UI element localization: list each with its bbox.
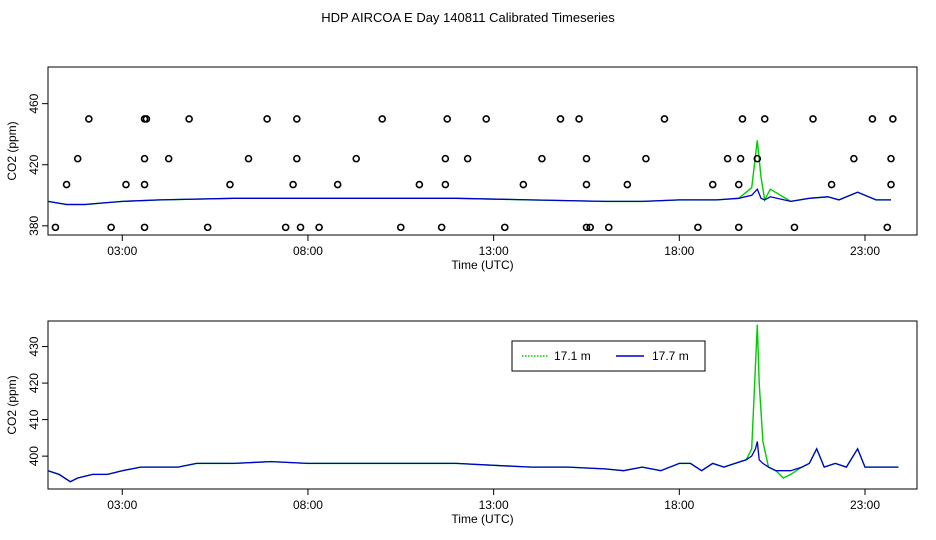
data-point <box>296 223 305 232</box>
x-tick-label: 13:00 <box>479 498 509 512</box>
legend-label-1: 17.1 m <box>554 349 591 363</box>
data-point <box>333 180 342 189</box>
y-tick-label: 410 <box>27 409 41 429</box>
y-tick-label: 460 <box>27 93 41 113</box>
x-axis-label: Time (UTC) <box>451 258 513 272</box>
data-point <box>62 180 71 189</box>
data-point <box>736 154 745 163</box>
series-line-17-1-m <box>48 140 891 206</box>
page-title: HDP AIRCOA E Day 140811 Calibrated Times… <box>321 10 615 25</box>
x-tick-label: 08:00 <box>293 498 323 512</box>
x-axis-label: Time (UTC) <box>451 512 513 526</box>
data-point <box>203 223 212 232</box>
data-point <box>107 223 115 232</box>
data-point <box>582 154 591 163</box>
data-point <box>538 154 546 163</box>
y-axis-label: CO2 (ppm) <box>5 375 19 434</box>
data-point <box>140 154 149 163</box>
data-point <box>734 223 743 232</box>
data-point <box>263 115 271 123</box>
data-point <box>415 180 424 189</box>
data-point <box>575 115 583 123</box>
data-point <box>582 180 591 189</box>
data-point <box>868 115 877 123</box>
data-point <box>790 223 799 232</box>
y-tick-label: 430 <box>27 336 41 356</box>
data-point <box>708 180 717 189</box>
x-tick-label: 13:00 <box>479 244 509 258</box>
data-point <box>140 180 149 189</box>
panel-2: 03:00 08:00 13:00 18:00 23:00 400 410 420 430 Tim… <box>5 320 918 526</box>
data-point <box>289 180 297 189</box>
x-tick-label: 03:00 <box>107 498 137 512</box>
data-point <box>437 223 446 232</box>
data-point <box>463 154 472 163</box>
data-point <box>887 180 895 189</box>
data-point <box>586 223 594 232</box>
data-point <box>753 154 762 163</box>
y-tick-label: 420 <box>27 154 41 174</box>
data-point <box>623 180 632 189</box>
data-point <box>226 180 234 189</box>
x-tick-label: 03:00 <box>107 244 137 258</box>
data-point <box>734 180 743 189</box>
data-point <box>441 180 450 189</box>
legend-label-2: 17.7 m <box>652 349 689 363</box>
data-point <box>142 115 151 123</box>
data-point <box>889 115 897 123</box>
x-tick-label: 08:00 <box>293 244 323 258</box>
data-point <box>352 154 361 163</box>
x-tick-label: 23:00 <box>850 498 880 512</box>
data-point <box>315 223 323 232</box>
plot-frame <box>47 320 918 490</box>
data-point <box>51 223 60 232</box>
y-tick-label: 380 <box>27 216 41 236</box>
data-point <box>185 115 193 123</box>
data-point <box>164 154 173 163</box>
data-point <box>293 154 301 163</box>
series-line-17-1-m <box>48 324 899 483</box>
data-point <box>482 115 491 123</box>
data-point <box>281 223 290 232</box>
series-line-17-7-m <box>48 441 899 483</box>
plot-frame <box>47 66 918 236</box>
data-point <box>883 223 892 232</box>
data-point <box>660 115 669 123</box>
data-point <box>556 115 565 123</box>
data-point <box>73 154 82 163</box>
data-point <box>723 154 732 163</box>
data-point <box>519 180 528 189</box>
panel-1: 03:00 08:00 13:00 18:00 23:00 380 420 460 Time (… <box>5 66 918 272</box>
data-point <box>500 223 509 232</box>
data-point <box>244 154 253 163</box>
data-point <box>293 115 301 123</box>
data-point <box>378 115 387 123</box>
data-point <box>809 115 817 123</box>
data-point <box>443 115 452 123</box>
data-point <box>140 223 149 232</box>
y-axis-label: CO2 (ppm) <box>5 121 19 180</box>
data-point <box>396 223 405 232</box>
y-tick-label: 400 <box>27 446 41 466</box>
data-point <box>122 180 130 189</box>
x-tick-label: 23:00 <box>850 244 880 258</box>
data-point <box>827 180 836 189</box>
data-point <box>760 115 769 123</box>
x-tick-label: 18:00 <box>664 244 694 258</box>
data-point <box>85 115 93 123</box>
data-point <box>887 154 895 163</box>
series-line-17-7-m <box>48 188 891 206</box>
y-tick-label: 420 <box>27 373 41 393</box>
data-point <box>604 223 613 232</box>
data-point <box>642 154 650 163</box>
data-point <box>694 223 702 232</box>
data-point <box>441 154 450 163</box>
data-point <box>582 223 591 232</box>
data-point <box>738 115 747 123</box>
x-tick-label: 18:00 <box>664 498 694 512</box>
data-point <box>850 154 858 163</box>
